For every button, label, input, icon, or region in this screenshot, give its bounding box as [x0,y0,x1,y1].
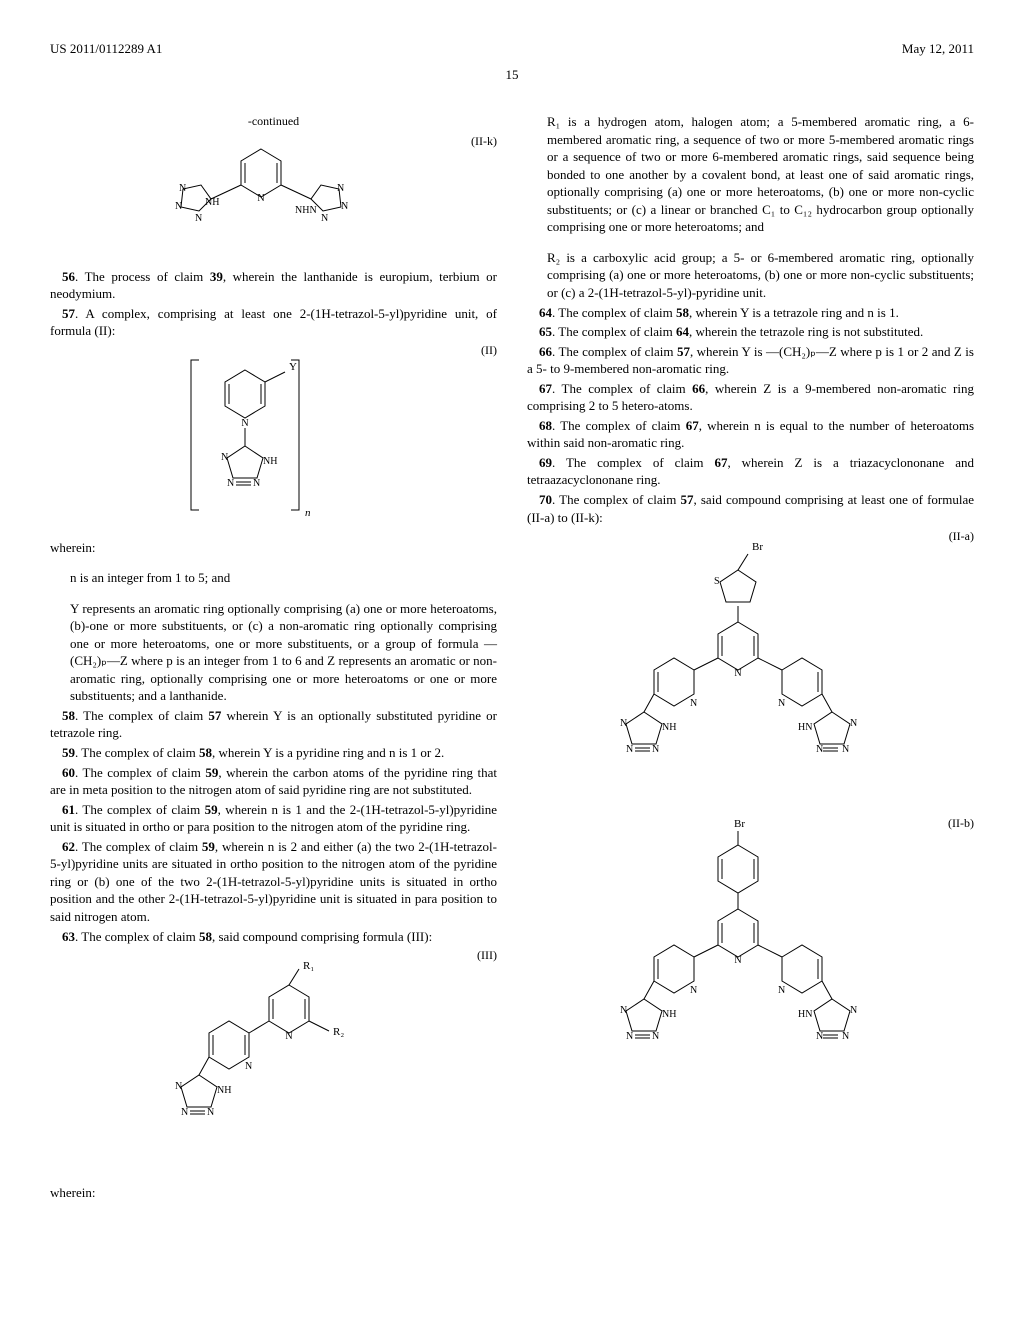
svg-text:Br: Br [734,818,745,830]
claim-60: 60. The complex of claim 59, wherein the… [50,764,497,799]
continued-label: -continued [50,113,497,129]
svg-text:NH: NH [217,1085,231,1096]
formula-label-IIa: (II-a) [949,528,974,544]
svg-text:N: N [778,985,785,996]
svg-text:HN: HN [798,1009,812,1020]
structure-IIk: N N N N NH N N N NHN [50,139,497,254]
formula-label-III: (III) [477,947,497,963]
formula-label-IIk: (II-k) [471,133,497,149]
def-R2: R₂ is a carboxylic acid group; a 5- or 6… [547,249,974,302]
svg-text:N: N [620,1005,627,1016]
svg-text:N: N [652,744,659,755]
structure-II: n N Y N NH N N [50,350,497,525]
svg-text:Br: Br [752,541,763,553]
claim-57: 57. A complex, comprising at least one 2… [50,305,497,340]
page-number: 15 [50,66,974,84]
svg-text:N: N [337,183,344,194]
svg-text:N: N [179,183,186,194]
svg-text:NH: NH [662,1009,676,1020]
svg-text:N: N [842,1031,849,1042]
claim-70: 70. The complex of claim 57, said compou… [527,491,974,526]
svg-text:N: N [842,744,849,755]
claim-59: 59. The complex of claim 58, wherein Y i… [50,744,497,762]
header-right: May 12, 2011 [902,40,974,58]
svg-text:NH: NH [662,722,676,733]
formula-label-II: (II) [481,342,497,358]
svg-text:N: N [816,744,823,755]
svg-text:N: N [816,1031,823,1042]
content-columns: -continued (II-k) N N N N NH N N [50,113,974,1213]
def-R1: R₁ is a hydrogen atom, halogen atom; a 5… [547,113,974,236]
structure-IIb: Br N N N NH N [527,815,974,1090]
svg-text:N: N [690,698,697,709]
svg-text:R₁: R₁ [303,960,314,972]
claim-58: 58. The complex of claim 57 wherein Y is… [50,707,497,742]
structure-III: N R₁ R₂ N N NH N N [50,955,497,1170]
svg-text:N: N [850,718,857,729]
def-n: n is an integer from 1 to 5; and [70,569,497,587]
def-Y: Y represents an aromatic ring optionally… [70,600,497,705]
claim-63: 63. The complex of claim 58, said compou… [50,928,497,946]
svg-text:Y: Y [289,361,297,373]
claim-56: 56. The process of claim 39, wherein the… [50,268,497,303]
svg-text:N: N [221,452,228,463]
claim-67: 67. The complex of claim 66, wherein Z i… [527,380,974,415]
claim-64: 64. The complex of claim 58, wherein Y i… [527,304,974,322]
svg-text:N: N [175,201,182,212]
svg-text:NHN: NHN [295,205,317,216]
svg-text:n: n [305,507,311,519]
svg-text:N: N [734,668,741,679]
svg-text:N: N [257,193,264,204]
svg-text:N: N [175,1081,182,1092]
claim-69: 69. The complex of claim 67, wherein Z i… [527,454,974,489]
svg-text:N: N [285,1031,292,1042]
svg-text:N: N [253,478,260,489]
structure-IIa: Br S N N N NH N N [527,536,974,801]
svg-text:N: N [690,985,697,996]
svg-text:N: N [626,744,633,755]
svg-text:N: N [626,1031,633,1042]
wherein-1: wherein: [50,539,497,557]
claim-65: 65. The complex of claim 64, wherein the… [527,323,974,341]
svg-text:N: N [341,201,348,212]
claim-68: 68. The complex of claim 67, wherein n i… [527,417,974,452]
page-header: US 2011/0112289 A1 May 12, 2011 [50,40,974,58]
svg-text:N: N [620,718,627,729]
svg-text:N: N [195,213,202,224]
svg-text:N: N [227,478,234,489]
svg-text:N: N [245,1061,252,1072]
svg-text:N: N [734,955,741,966]
claim-62: 62. The complex of claim 59, wherein n i… [50,838,497,926]
claim-61: 61. The complex of claim 59, wherein n i… [50,801,497,836]
svg-text:NH: NH [205,197,219,208]
svg-text:N: N [850,1005,857,1016]
svg-text:HN: HN [798,722,812,733]
svg-text:N: N [181,1107,188,1118]
claim-66: 66. The complex of claim 57, wherein Y i… [527,343,974,378]
svg-text:NH: NH [263,456,277,467]
header-left: US 2011/0112289 A1 [50,40,162,58]
svg-text:R₂: R₂ [333,1026,344,1038]
svg-text:N: N [241,418,248,429]
svg-text:N: N [207,1107,214,1118]
svg-text:N: N [778,698,785,709]
svg-text:N: N [652,1031,659,1042]
svg-text:S: S [714,576,720,587]
formula-label-IIb: (II-b) [948,815,974,831]
wherein-2: wherein: [50,1184,497,1202]
svg-text:N: N [321,213,328,224]
